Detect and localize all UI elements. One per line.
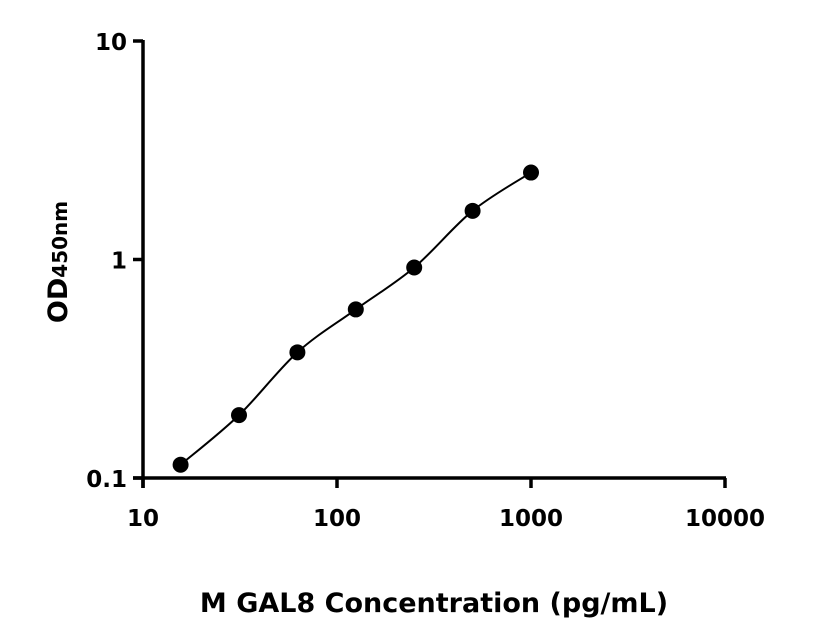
- y-tick-label: 10: [95, 30, 127, 56]
- y-axis-label-sub: 450nm: [48, 201, 72, 278]
- data-points: [172, 164, 539, 473]
- data-point: [172, 456, 189, 473]
- y-axis-label: OD450nm: [43, 201, 74, 323]
- data-point: [289, 344, 306, 361]
- y-tick-label: 1: [111, 249, 127, 275]
- data-point: [347, 301, 364, 318]
- data-point: [231, 407, 248, 424]
- fit-curve-group: [179, 171, 532, 466]
- data-point: [406, 259, 423, 276]
- fit-curve: [179, 171, 532, 466]
- data-point: [523, 164, 539, 181]
- x-tick-label: 10: [127, 506, 159, 532]
- x-tick-label: 1000: [499, 506, 563, 532]
- axes: 10 100 1000 10000 0.1 1 10: [86, 30, 765, 532]
- x-tick-label: 100: [313, 506, 361, 532]
- data-point: [464, 202, 481, 219]
- y-axis-label-main: OD: [43, 278, 74, 323]
- x-axis-label: M GAL8 Concentration (pg/mL): [200, 588, 668, 619]
- x-tick-label: 10000: [685, 506, 765, 532]
- y-tick-label: 0.1: [86, 467, 127, 493]
